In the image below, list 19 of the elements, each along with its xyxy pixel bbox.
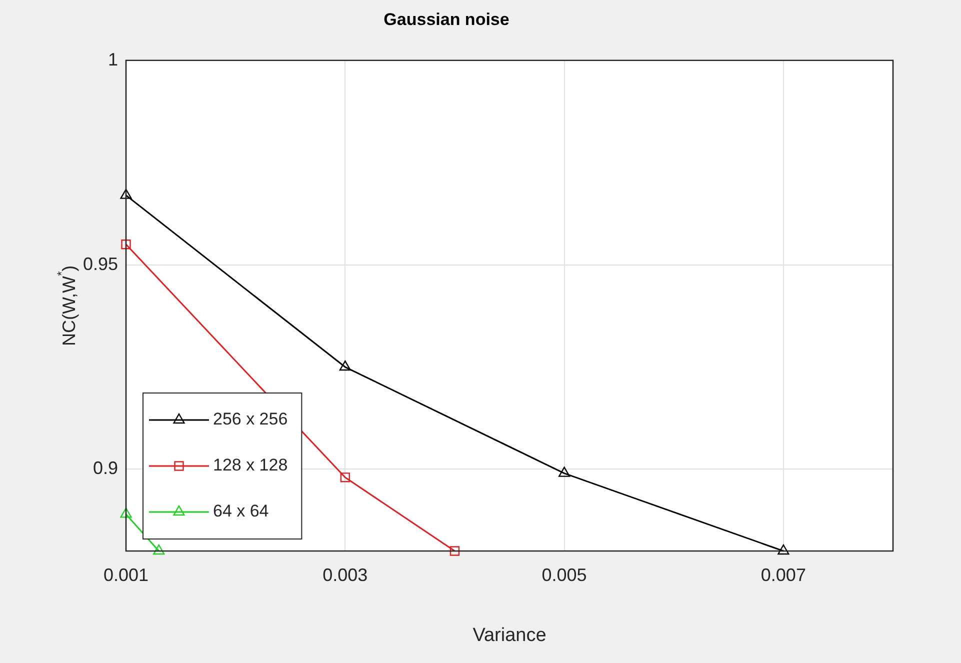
x-tick-label: 0.003 bbox=[322, 564, 368, 585]
legend-label: 256 x 256 bbox=[213, 410, 288, 429]
y-tick-label: 0.95 bbox=[82, 254, 118, 274]
x-tick-label: 0.007 bbox=[760, 564, 806, 585]
chart-title: Gaussian noise bbox=[384, 10, 510, 29]
legend-label: 128 x 128 bbox=[213, 456, 288, 475]
x-tick-label: 0.001 bbox=[103, 564, 149, 585]
point bbox=[120, 188, 132, 199]
point bbox=[778, 544, 790, 555]
x-axis-title: Variance bbox=[472, 624, 546, 646]
y-tick-label: 1 bbox=[108, 49, 118, 70]
y-axis-title: NC(W,W*) bbox=[54, 265, 79, 346]
y-tick-label: 0.9 bbox=[92, 458, 118, 478]
x-tick-label: 0.005 bbox=[542, 564, 587, 585]
point bbox=[339, 360, 351, 371]
legend-label: 64 x 64 bbox=[213, 502, 269, 521]
point bbox=[558, 466, 570, 477]
point bbox=[450, 546, 460, 556]
point bbox=[340, 472, 350, 482]
